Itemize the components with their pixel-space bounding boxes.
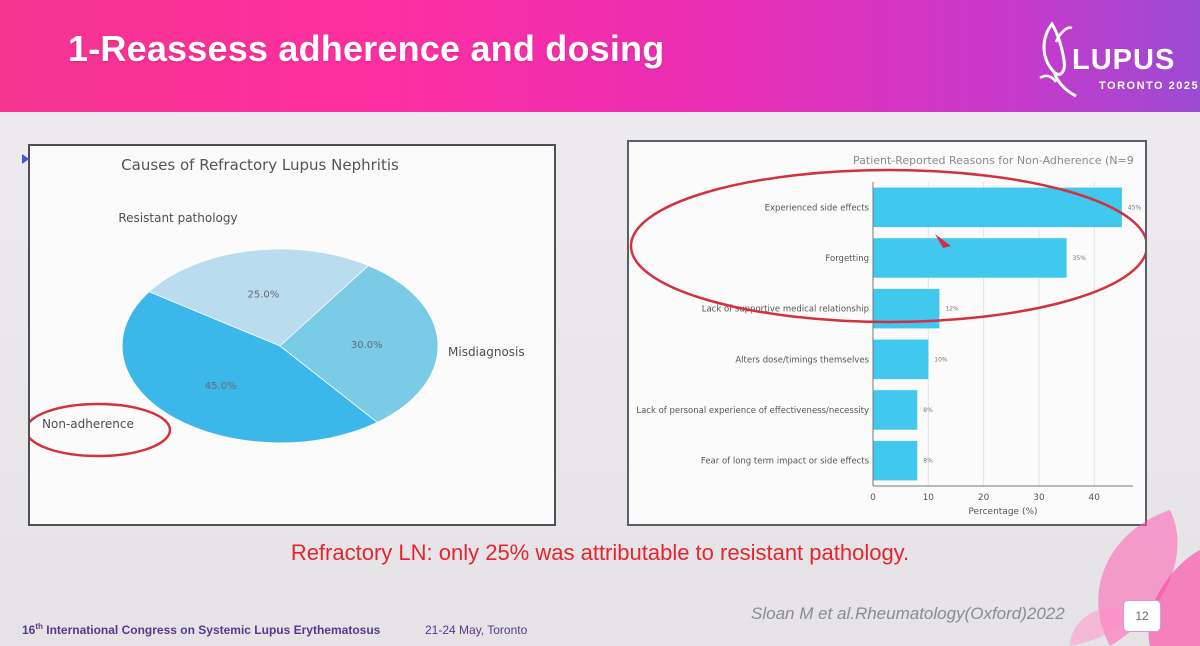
logo-wordmark: LUPUS <box>1072 44 1176 76</box>
bar-alters-dose-timings-themselves <box>873 339 929 380</box>
bar-category-label-alters-dose-timings-themselves: Alters dose/timings themselves <box>735 355 869 365</box>
footer-congress-text: International Congress on Systemic Lupus… <box>42 623 381 637</box>
bar-value-label-lack-of-supportive-medical-relationship: 12% <box>945 306 959 313</box>
bar-forgetting <box>873 238 1067 278</box>
laser-pointer-icon <box>935 234 951 248</box>
non-adherence-highlight-circle <box>30 402 172 458</box>
bar-value-label-alters-dose-timings-themselves: 10% <box>934 356 948 363</box>
pie-chart: Causes of Refractory Lupus Nephritis 25.… <box>30 156 525 458</box>
bar-lack-of-personal-experience-of-effectiveness-necessity <box>873 390 918 430</box>
bar-category-label-fear-of-long-term-impact-or-side-effects: Fear of long term impact or side effects <box>701 457 870 467</box>
slide-caption: Refractory LN: only 25% was attributable… <box>290 540 910 565</box>
bar-fear-of-long-term-impact-or-side-effects <box>873 440 918 481</box>
bar-chart-panel: Patient-Reported Reasons for Non-Adheren… <box>627 140 1147 526</box>
footer-ordinal: 16 <box>22 623 36 637</box>
footer-date: 21-24 May, Toronto <box>425 623 528 637</box>
logo-subtitle: TORONTO 2025 <box>1099 80 1200 92</box>
bar-chart: Patient-Reported Reasons for Non-Adheren… <box>629 154 1145 517</box>
bar-x-tick-40: 40 <box>1089 493 1101 503</box>
pie-value-label-misdiagnosis: 30.0% <box>351 340 383 351</box>
pie-chart-panel: Causes of Refractory Lupus Nephritis 25.… <box>28 144 556 526</box>
bar-x-tick-30: 30 <box>1033 493 1045 503</box>
bar-value-label-fear-of-long-term-impact-or-side-effects: 8% <box>923 458 933 465</box>
pie-category-label-misdiagnosis: Misdiagnosis <box>448 345 525 359</box>
pie-slice-resistant-pathology <box>148 248 370 347</box>
footer-congress-name: 16th International Congress on Systemic … <box>22 622 380 637</box>
bar-experienced-side-effects <box>873 187 1122 228</box>
citation: Sloan M et al.Rheumatology(Oxford)2022 <box>751 604 1065 623</box>
footer-ordinal-suffix: th <box>35 622 43 631</box>
bar-value-label-forgetting: 35% <box>1073 255 1087 262</box>
lupus-butterfly-logo-icon <box>1039 21 1077 98</box>
page-number: 12 <box>1123 600 1161 632</box>
bar-chart-title: Patient-Reported Reasons for Non-Adheren… <box>853 154 1134 167</box>
bar-category-label-experienced-side-effects: Experienced side effects <box>765 203 870 213</box>
pie-value-label-non-adherence: 45.0% <box>205 381 237 392</box>
pie-category-label-resistant-pathology: Resistant pathology <box>118 211 237 225</box>
bar-x-tick-10: 10 <box>923 493 935 503</box>
bar-category-label-forgetting: Forgetting <box>825 254 869 264</box>
bar-value-label-lack-of-personal-experience-of-effectiveness-necessity: 8% <box>923 407 933 414</box>
pie-slice-non-adherence <box>121 291 379 444</box>
bar-x-tick-0: 0 <box>870 493 876 503</box>
triangle-bullet-icon <box>22 154 29 164</box>
bar-value-label-experienced-side-effects: 45% <box>1128 204 1142 211</box>
bar-chart-x-axis-label: Percentage (%) <box>968 507 1037 517</box>
slide-header <box>0 0 1200 112</box>
bar-x-tick-20: 20 <box>978 493 990 503</box>
pie-value-label-resistant-pathology: 25.0% <box>248 290 280 301</box>
bar-category-label-lack-of-personal-experience-of-effectiveness-necessity: Lack of personal experience of effective… <box>636 406 869 416</box>
pie-slice-misdiagnosis <box>279 265 439 423</box>
pie-category-label-non-adherence: Non-adherence <box>42 417 134 431</box>
pie-chart-title: Causes of Refractory Lupus Nephritis <box>121 156 399 174</box>
slide-title: 1-Reassess adherence and dosing <box>68 28 665 69</box>
top-reasons-highlight-circle <box>629 168 1145 324</box>
bar-category-label-lack-of-supportive-medical-relationship: Lack of supportive medical relationship <box>702 305 869 315</box>
